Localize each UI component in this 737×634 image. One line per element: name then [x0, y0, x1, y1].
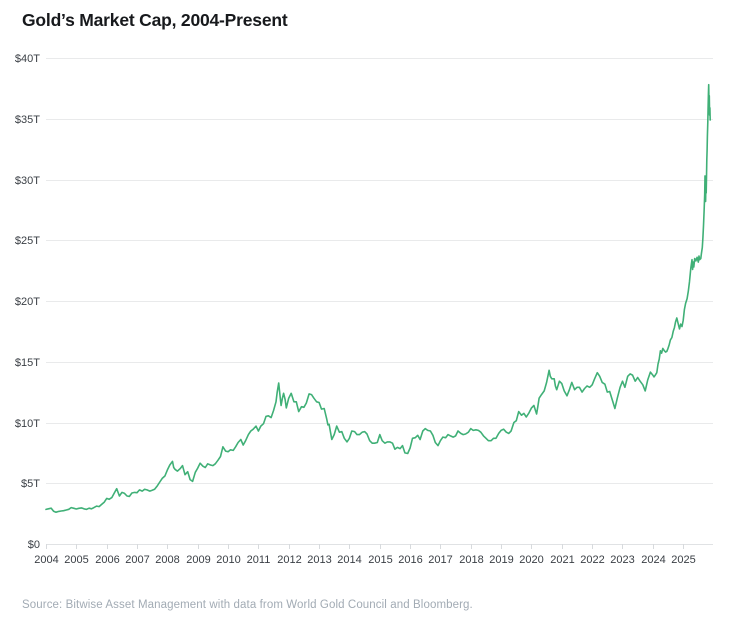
- y-axis-tick-label: $10T: [15, 418, 40, 430]
- x-axis-tick-label: 2007: [125, 554, 149, 566]
- x-axis-tick-label: 2018: [459, 554, 483, 566]
- y-axis-tick-label: $20T: [15, 296, 40, 308]
- x-axis-tick-label: 2010: [216, 554, 240, 566]
- y-axis-tick-label: $0: [28, 539, 40, 551]
- gold-market-cap-line: [45, 83, 712, 514]
- x-axis-tick-label: 2023: [610, 554, 634, 566]
- x-axis-tick-label: 2024: [641, 554, 665, 566]
- x-axis-tick-label: 2008: [155, 554, 179, 566]
- y-axis-tick-label: $5T: [21, 478, 40, 490]
- x-axis-tick-label: 2015: [368, 554, 392, 566]
- chart-title: Gold’s Market Cap, 2004-Present: [22, 10, 288, 30]
- x-axis-tick-label: 2022: [580, 554, 604, 566]
- y-axis-tick-label: $30T: [15, 175, 40, 187]
- x-axis-tick-label: 2004: [34, 554, 58, 566]
- x-axis-tick-label: 2005: [64, 554, 88, 566]
- x-axis-tick-label: 2009: [186, 554, 210, 566]
- x-axis-tick-label: 2016: [398, 554, 422, 566]
- x-axis-tick-label: 2021: [550, 554, 574, 566]
- x-axis-tick-label: 2006: [95, 554, 119, 566]
- x-axis-tick-label: 2013: [307, 554, 331, 566]
- y-axis-tick-label: $25T: [15, 235, 40, 247]
- y-axis-tick-label: $15T: [15, 357, 40, 369]
- x-axis-tick-label: 2025: [671, 554, 695, 566]
- x-axis-tick-label: 2011: [247, 554, 271, 566]
- x-axis-tick-label: 2014: [337, 554, 361, 566]
- source-attribution: Source: Bitwise Asset Management with da…: [22, 599, 473, 611]
- y-axis-tick-label: $35T: [15, 114, 40, 126]
- x-axis-tick-label: 2012: [277, 554, 301, 566]
- y-axis-tick-label: $40T: [15, 53, 40, 65]
- x-axis-tick-label: 2019: [489, 554, 513, 566]
- x-axis-tick-label: 2020: [519, 554, 543, 566]
- x-axis-tick-label: 2017: [428, 554, 452, 566]
